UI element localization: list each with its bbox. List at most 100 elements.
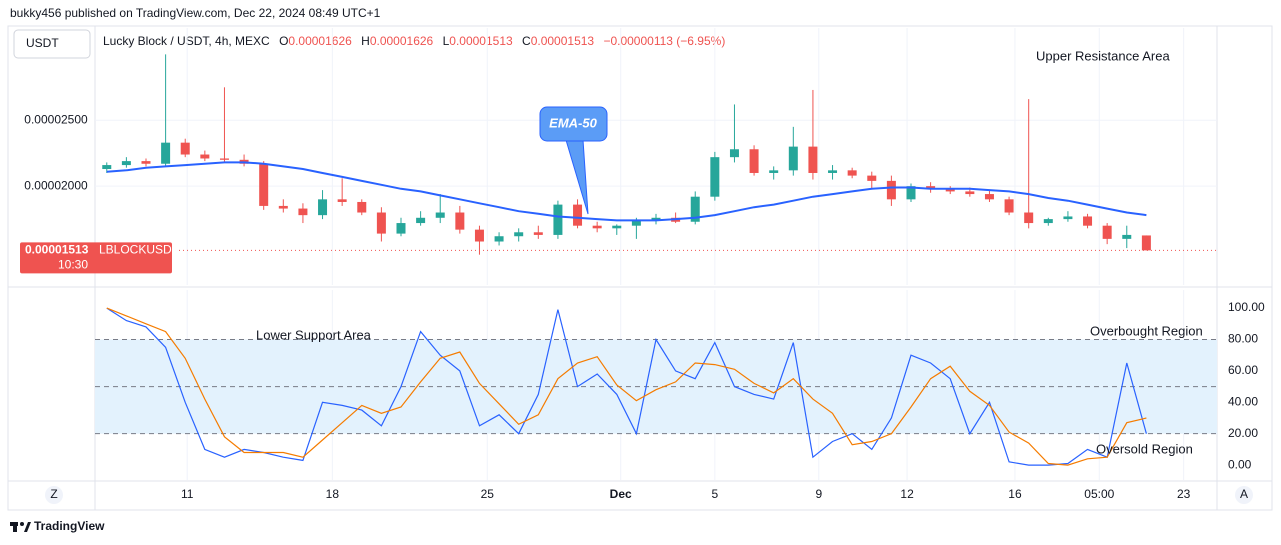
x-tick-label: 9: [815, 487, 822, 501]
candle-body: [337, 199, 347, 202]
candle-body: [729, 149, 739, 158]
candle-body: [416, 217, 426, 224]
candle-body: [141, 161, 151, 164]
price-tag-symbol: LBLOCKUSDT: [99, 243, 180, 257]
candle-body: [631, 220, 641, 226]
candle-body: [533, 232, 543, 235]
x-tick-label: 12: [900, 487, 914, 501]
candle-body: [278, 205, 288, 209]
x-tick-label: 5: [712, 487, 719, 501]
candle-body: [494, 236, 504, 242]
y-tick-label: 0.00002000: [24, 178, 88, 192]
callout-label: EMA-50: [549, 115, 597, 130]
candle-body: [1043, 219, 1053, 224]
a-button[interactable]: [1235, 486, 1253, 504]
candle-body: [200, 154, 210, 159]
price-tag: [20, 242, 172, 274]
candle-body: [1141, 235, 1151, 251]
candle-body: [651, 217, 661, 221]
o-value: 0.00001626: [288, 34, 352, 48]
candle-body: [396, 223, 406, 234]
y-tick-label: 0.00: [1228, 457, 1252, 471]
candle-body: [161, 142, 171, 164]
candle-body: [1122, 234, 1132, 239]
currency-button[interactable]: [13, 29, 91, 59]
l-label: L: [443, 34, 450, 48]
candle-body: [514, 232, 524, 237]
candle-body: [121, 161, 131, 166]
logo-dot: [20, 522, 24, 526]
candle-body: [828, 170, 838, 173]
x-tick-label: 25: [481, 487, 495, 501]
z-label: Z: [50, 487, 57, 501]
x-tick-label: Dec: [610, 487, 632, 501]
brand-logo: [10, 522, 31, 532]
candle-body: [180, 142, 190, 155]
candle-body: [867, 175, 877, 181]
c-label: C: [522, 34, 531, 48]
x-tick-label: 23: [1177, 487, 1191, 501]
price-tag-countdown: 10:30: [58, 258, 88, 272]
candle-body: [906, 186, 916, 200]
annotation: Upper Resistance Area: [1036, 48, 1170, 63]
stochastic-line: [106, 307, 1147, 466]
candle-body: [553, 204, 563, 235]
price-tag-value: 0.00001513: [25, 243, 89, 257]
candle-body: [455, 212, 465, 230]
candle-body: [847, 170, 857, 176]
z-button[interactable]: [45, 486, 63, 504]
y-tick-label: 20.00: [1228, 426, 1258, 440]
candle-body: [690, 196, 700, 222]
candle-body: [945, 188, 955, 192]
h-label: H: [361, 34, 370, 48]
candle-body: [1102, 225, 1112, 239]
candle-body: [808, 146, 818, 173]
x-tick-label: 16: [1008, 487, 1022, 501]
candle-body: [102, 165, 112, 170]
annotation: Overbought Region: [1090, 323, 1203, 338]
candle-body: [1024, 212, 1034, 224]
candle-body: [749, 149, 759, 173]
ema-line: [106, 161, 1147, 222]
c-value: 0.00001513: [531, 34, 595, 48]
x-tick-label: 18: [326, 487, 340, 501]
y-tick-label: 0.00002500: [24, 112, 88, 126]
l-value: 0.00001513: [449, 34, 513, 48]
candle-body: [965, 191, 975, 195]
callout-box: [539, 106, 608, 142]
candle-body: [1063, 216, 1073, 220]
candle-body: [219, 158, 229, 160]
y-tick-label: 100.00: [1228, 300, 1265, 314]
y-tick-label: 40.00: [1228, 394, 1258, 408]
x-tick-label: 05:00: [1084, 487, 1114, 501]
y-tick-label: 60.00: [1228, 363, 1258, 377]
currency-label: USDT: [26, 36, 59, 50]
candle-body: [376, 212, 386, 234]
candle-body: [788, 146, 798, 171]
candle-body: [612, 225, 622, 229]
candle-body: [1004, 199, 1014, 213]
candle-body: [357, 201, 367, 213]
candle-body: [573, 204, 583, 226]
candle-body: [592, 225, 602, 229]
logo-slash: [24, 522, 31, 532]
o-label: O: [279, 34, 288, 48]
stochastic-line: [106, 307, 1147, 466]
published-line: bukky456 published on TradingView.com, D…: [10, 6, 381, 20]
candle-body: [318, 199, 328, 216]
candle-body: [474, 229, 484, 242]
a-label: A: [1240, 487, 1248, 501]
symbol: Lucky Block / USDT, 4h, MEXC: [103, 34, 270, 48]
candle-body: [710, 157, 720, 197]
annotation: Lower Support Area: [256, 327, 372, 342]
candle-body: [886, 180, 896, 200]
h-value: 0.00001626: [370, 34, 434, 48]
candle-body: [984, 194, 994, 200]
candle-body: [435, 212, 445, 218]
candle-body: [298, 208, 308, 216]
candle-body: [259, 163, 269, 206]
annotation: Oversold Region: [1096, 441, 1193, 456]
change-value: −0.00000113 (−6.95%): [603, 34, 725, 48]
